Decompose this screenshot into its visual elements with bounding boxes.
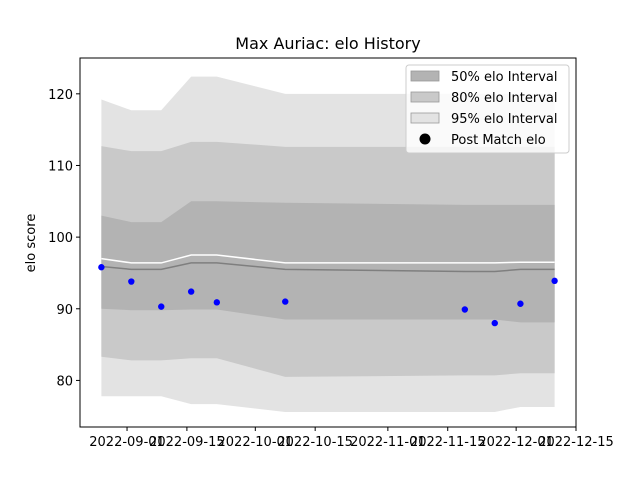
plot-frame — [79, 57, 577, 428]
legend-label: 50% elo Interval — [451, 70, 558, 85]
post-match-elo-point — [158, 303, 165, 310]
post-match-elo-point — [98, 264, 105, 271]
y-tick-label: 90 — [56, 303, 73, 318]
legend-label: 80% elo Interval — [451, 91, 558, 106]
band-50-interval — [101, 201, 555, 323]
x-axis: 2022-09-012022-09-152022-10-012022-10-15… — [89, 427, 614, 450]
legend-swatch-band80 — [410, 91, 440, 103]
x-tick-label: 2022-09-15 — [149, 435, 225, 450]
y-tick-label: 120 — [48, 88, 73, 103]
x-tick-label: 2022-12-01 — [478, 435, 554, 450]
x-tick-label: 2022-11-15 — [410, 435, 486, 450]
post-match-elo-point — [213, 299, 221, 306]
post-match-elo-point — [187, 288, 195, 295]
y-tick-label: 110 — [48, 159, 73, 174]
legend-swatch-band95 — [410, 112, 440, 124]
chart-title: Max Auriac: elo History — [235, 34, 420, 53]
legend-box — [405, 64, 570, 154]
post-match-elo-point — [282, 298, 289, 305]
post-match-elo-point — [128, 278, 135, 285]
legend-swatch-band50 — [410, 70, 440, 82]
legend-label: 95% elo Interval — [451, 112, 558, 127]
x-tick-label: 2022-10-15 — [277, 435, 353, 450]
legend-point-swatch — [419, 133, 431, 145]
upper-elo-line — [101, 254, 555, 264]
post-match-elo-point — [491, 319, 498, 327]
y-axis-label: elo score — [24, 214, 39, 273]
y-tick-label: 100 — [48, 231, 73, 246]
y-axis: 80 90 100 110 120 — [48, 88, 80, 389]
x-tick-label: 2022-11-01 — [350, 435, 426, 450]
post-match-elo-point — [551, 277, 558, 285]
post-match-elo-point — [461, 306, 469, 313]
x-tick-label: 2022-09-01 — [89, 435, 165, 450]
legend: 50% elo Interval 80% elo Interval 95% elo … — [405, 64, 570, 154]
post-match-elo-point — [517, 300, 524, 307]
plot-area — [79, 57, 577, 428]
x-tick-label: 2022-12-15 — [538, 435, 614, 450]
legend-label: Post Match elo — [451, 133, 546, 148]
y-tick-label: 80 — [56, 374, 73, 389]
x-tick-label: 2022-10-01 — [218, 435, 294, 450]
mean-elo-line — [101, 262, 555, 273]
